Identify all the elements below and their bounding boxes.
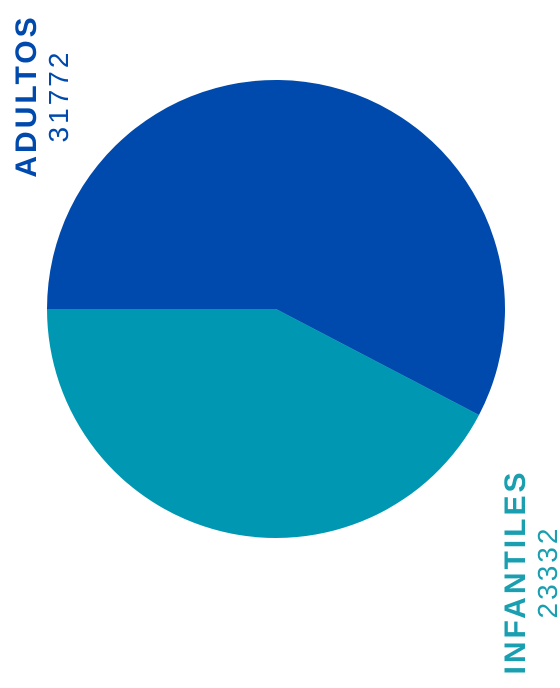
label-adultos: ADULTOS 31772: [10, 0, 79, 196]
label-infantiles: INFANTILES 23332: [499, 456, 560, 688]
label-adultos-value: 31772: [43, 49, 74, 143]
label-infantiles-name: INFANTILES: [499, 469, 532, 675]
pie-slice-adultos: [47, 80, 505, 415]
pie-slice-infantiles: [47, 309, 479, 539]
label-adultos-name: ADULTOS: [10, 14, 43, 178]
label-infantiles-value: 23332: [532, 525, 560, 619]
